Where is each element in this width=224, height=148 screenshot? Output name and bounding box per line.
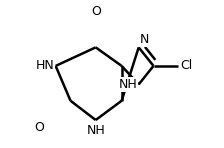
Text: NH: NH [86,124,105,137]
Text: O: O [91,5,101,18]
Text: NH: NH [118,78,137,91]
Text: N: N [140,33,150,46]
Text: Cl: Cl [180,59,192,72]
Text: O: O [34,121,44,134]
Text: HN: HN [35,59,54,72]
